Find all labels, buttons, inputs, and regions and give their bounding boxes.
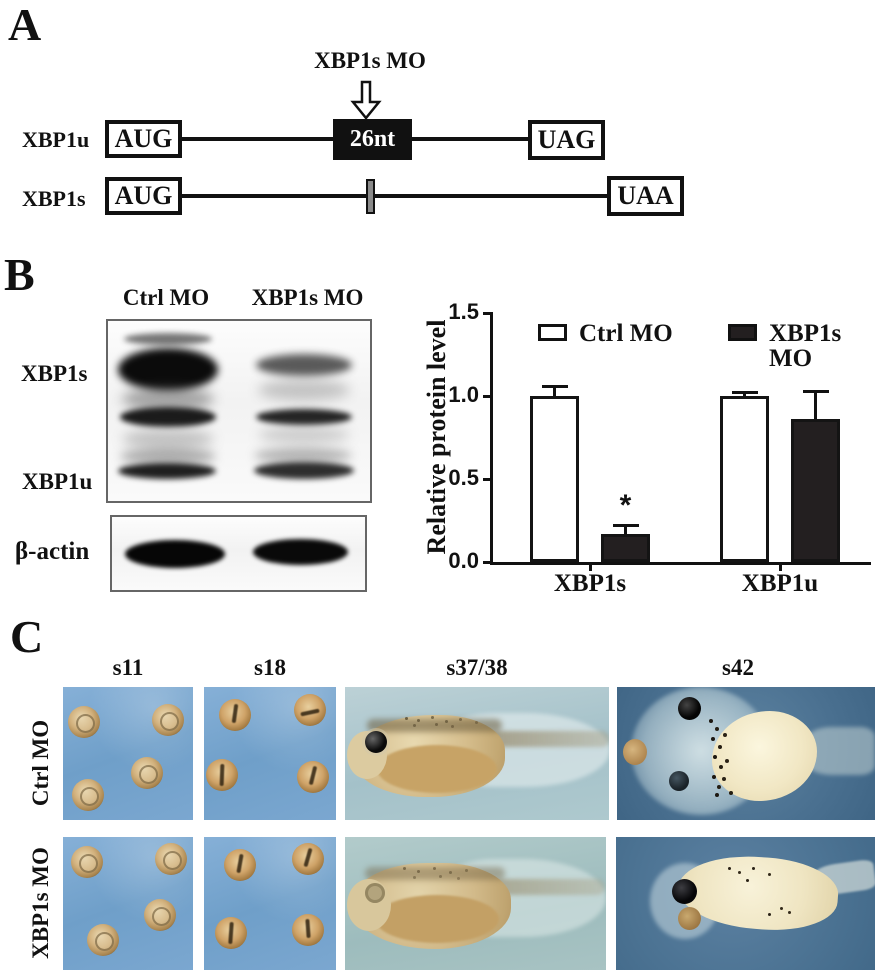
transcript-name-xbp1u: XBP1u — [22, 127, 90, 152]
western-blot-image — [106, 319, 372, 503]
gene-line — [182, 194, 607, 198]
morpholino-arrow-icon — [350, 80, 382, 120]
micrograph-ctrl-s18 — [204, 687, 336, 820]
stage-label-s18: s18 — [254, 655, 286, 680]
micrograph-mo-s42 — [616, 837, 875, 970]
panel-b-letter: B — [4, 249, 35, 300]
tadpole-eye — [365, 731, 387, 753]
micrograph-mo-s37-38 — [345, 837, 606, 970]
legend-label: XBP1s MO — [769, 320, 842, 372]
error-bar — [553, 386, 556, 398]
tadpole-eye — [672, 879, 697, 904]
stage-label-s37-38: s37/38 — [446, 655, 508, 680]
y-axis-tick-label: 0.5 — [448, 465, 479, 490]
blot-lane-label-xbp1smo: XBP1s MO — [251, 285, 364, 310]
x-axis-tick — [588, 562, 592, 571]
actin-blot-image — [110, 515, 367, 592]
blot-lane-label-ctrl: Ctrl MO — [122, 285, 210, 310]
y-axis-tick — [483, 311, 493, 315]
x-axis-tick — [778, 562, 782, 571]
error-bar-cap — [731, 391, 758, 395]
micrograph-mo-s18 — [204, 837, 336, 970]
error-bar-cap — [612, 523, 639, 527]
start-codon-box-xbp1u: AUG — [105, 120, 182, 158]
panel-a-letter: A — [8, 0, 42, 50]
tadpole-eye — [678, 697, 701, 720]
stage-label-s42: s42 — [722, 655, 754, 680]
blot-row-label-xbp1u: XBP1u — [22, 469, 93, 494]
error-bar — [814, 391, 817, 422]
morpholino-target-label: XBP1s MO — [314, 48, 426, 73]
stage-label-s11: s11 — [112, 655, 144, 680]
y-axis-tick-label: 1.5 — [448, 299, 479, 324]
blot-row-label-bactin: β-actin — [15, 538, 90, 565]
significance-asterisk: * — [619, 489, 632, 523]
chart-y-axis-title: Relative protein level — [422, 319, 451, 555]
row-label-ctrl-mo: Ctrl MO — [28, 719, 53, 807]
x-axis-category-label: XBP1u — [741, 570, 819, 597]
y-axis-tick — [483, 560, 493, 564]
x-axis-category-label: XBP1s — [553, 570, 627, 597]
bar-chart: 0.0 0.5 1.0 1.5 XBP1s XBP1u Ctrl MO XBP1s MO * — [448, 299, 871, 597]
start-codon-box-xbp1s: AUG — [105, 177, 182, 215]
y-axis-tick — [483, 394, 493, 398]
transcript-name-xbp1s: XBP1s — [22, 186, 86, 211]
micrograph-mo-s11 — [63, 837, 193, 970]
micrograph-ctrl-s37-38 — [345, 687, 609, 820]
stop-codon-box-xbp1s: UAA — [607, 176, 684, 216]
error-bar — [624, 525, 627, 536]
bar-ctrl-mo — [530, 396, 579, 562]
legend-swatch — [728, 324, 757, 341]
error-bar-cap — [541, 384, 568, 388]
legend-label: Ctrl MO — [579, 320, 673, 347]
splice-junction-tick — [366, 179, 375, 214]
tadpole-eye — [669, 771, 689, 791]
legend-swatch — [538, 324, 567, 341]
row-label-xbp1s-mo: XBP1s MO — [28, 847, 53, 959]
y-axis-tick-label: 0.0 — [448, 548, 479, 573]
intron-26nt-box: 26nt — [333, 119, 412, 160]
gene-line — [412, 137, 528, 141]
stop-codon-box-xbp1u: UAG — [528, 120, 605, 160]
error-bar-cap — [802, 389, 829, 393]
panel-c-letter: C — [10, 611, 44, 662]
error-bar — [743, 392, 746, 398]
micrograph-ctrl-s11 — [63, 687, 193, 820]
blot-row-label-xbp1s: XBP1s — [21, 361, 88, 386]
y-axis-tick — [483, 477, 493, 481]
bar-xbp1s-mo — [791, 419, 840, 562]
bar-ctrl-mo — [720, 396, 769, 562]
y-axis-tick-label: 1.0 — [448, 382, 479, 407]
bar-xbp1s-mo — [601, 533, 650, 562]
micrograph-ctrl-s42 — [617, 687, 875, 820]
gene-line — [182, 137, 333, 141]
tadpole-eye-faint — [365, 883, 385, 903]
